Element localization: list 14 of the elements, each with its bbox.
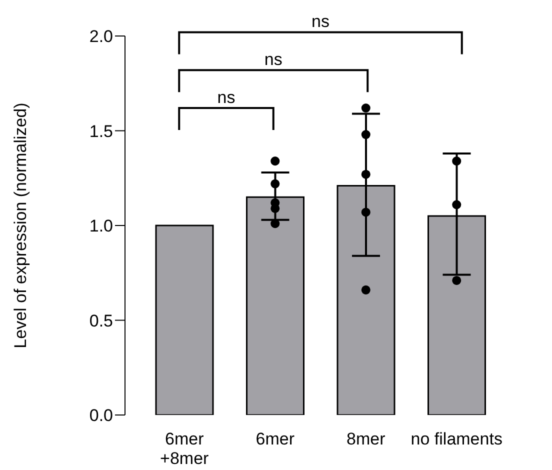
annotation: ns xyxy=(264,50,282,70)
y-tick-label: 0.5 xyxy=(89,311,113,330)
x-tick-label: 8mer xyxy=(346,429,386,448)
y-tick-label: 1.5 xyxy=(89,122,113,141)
bar xyxy=(155,224,214,415)
y-axis-title: Level of expression (normalized) xyxy=(11,102,30,348)
annotation: ns xyxy=(217,88,236,108)
text: ns xyxy=(312,12,330,32)
x-tick-label: 6mer xyxy=(256,429,295,448)
x-tick-label: 6mer +8mer xyxy=(160,429,210,468)
y-tick-label: 1.0 xyxy=(89,216,113,236)
y-tick-label: 2.0 xyxy=(89,27,113,46)
y-tick-label: 0.0 xyxy=(89,406,113,426)
x-tick-label: no filaments xyxy=(410,429,502,448)
